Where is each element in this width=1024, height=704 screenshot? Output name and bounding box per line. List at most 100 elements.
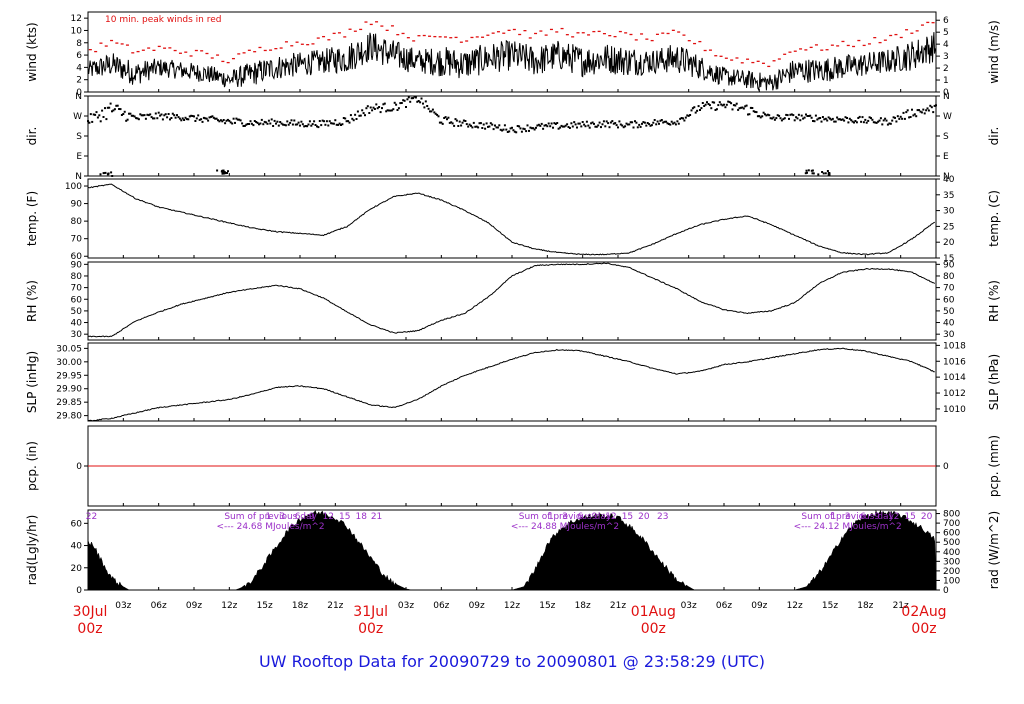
direction-dot	[519, 127, 522, 130]
direction-dot	[701, 102, 704, 104]
direction-dot	[871, 118, 874, 121]
direction-dot	[747, 113, 749, 116]
direction-dot	[550, 122, 553, 125]
sun-hour-label: 9	[309, 512, 315, 522]
direction-dot	[804, 172, 807, 175]
direction-dot	[361, 109, 364, 112]
direction-dot	[443, 117, 446, 119]
direction-dot	[120, 114, 123, 116]
direction-dot	[358, 114, 361, 117]
direction-dot	[707, 103, 710, 105]
direction-dot	[761, 115, 764, 118]
direction-dot	[242, 125, 245, 127]
direction-dot	[383, 102, 386, 105]
direction-dot	[434, 112, 437, 115]
direction-dot	[146, 113, 149, 116]
hour-tick-label: 09z	[469, 601, 485, 611]
direction-dot	[217, 119, 219, 122]
direction-dot	[482, 123, 485, 126]
direction-dot	[407, 96, 410, 99]
ytick-label-right-wind: 3	[943, 52, 949, 62]
direction-dot	[838, 118, 841, 121]
direction-dot	[817, 117, 820, 120]
ylabel-left-rh: RH (%)	[25, 280, 39, 322]
direction-dot	[143, 114, 146, 117]
direction-dot	[618, 120, 621, 123]
hour-tick-label: 03z	[115, 601, 131, 611]
direction-dot	[597, 124, 600, 127]
direction-dot	[99, 120, 102, 123]
panel-rad: rad(Lgly/hr) rad (W/m^2)02040600100200300…	[25, 509, 1001, 596]
direction-dot	[241, 122, 244, 125]
direction-dot	[207, 119, 210, 122]
direction-dot	[877, 120, 880, 123]
direction-dot	[786, 114, 789, 117]
direction-dot	[713, 101, 716, 104]
direction-dot	[337, 123, 340, 126]
series-radiation-area	[87, 509, 937, 591]
ytick-label-left-rh: 30	[71, 330, 83, 340]
direction-dot	[903, 117, 906, 120]
direction-dot	[882, 119, 885, 122]
direction-dot	[658, 122, 660, 125]
direction-dot	[485, 122, 488, 125]
direction-dot	[371, 109, 374, 112]
direction-dot	[123, 110, 126, 113]
ytick-label-left-rh: 80	[71, 272, 83, 282]
direction-dot	[894, 116, 896, 119]
direction-dot	[730, 102, 733, 105]
direction-dot	[625, 122, 628, 125]
direction-dot	[843, 119, 846, 122]
direction-dot	[686, 114, 689, 117]
direction-dot	[834, 120, 837, 123]
direction-dot	[460, 124, 463, 127]
sun-hour-label: 15	[622, 512, 633, 522]
direction-dot	[574, 123, 577, 126]
hour-tick-label: 18z	[292, 601, 308, 611]
direction-dot	[321, 119, 324, 122]
direction-dot	[342, 117, 345, 119]
direction-dot	[424, 100, 427, 103]
direction-dot	[347, 120, 350, 123]
ytick-label-right-slp: 1010	[943, 405, 966, 415]
direction-dot	[219, 119, 222, 122]
direction-dot	[156, 117, 159, 120]
ytick-label-left-rh: 60	[71, 295, 83, 305]
direction-dot	[160, 113, 163, 116]
direction-dot	[188, 115, 191, 118]
direction-dot	[101, 109, 104, 112]
sun-hour-label: 23	[657, 512, 668, 522]
direction-dot	[111, 110, 113, 113]
hour-tick-label: 03z	[398, 601, 414, 611]
direction-dot	[144, 117, 147, 120]
direction-dot	[639, 125, 642, 128]
ytick-label-right-wind: 5	[943, 28, 949, 38]
direction-dot	[412, 97, 415, 100]
direction-dot	[689, 114, 692, 116]
ytick-label-left-wind: 2	[76, 76, 82, 86]
ytick-label-left-temp: 60	[71, 252, 83, 262]
direction-dot	[461, 121, 464, 124]
direction-dot	[811, 169, 814, 172]
day-date-label: 02Aug	[901, 604, 946, 620]
direction-dot	[111, 175, 114, 177]
hour-tick-label: 15z	[257, 601, 273, 611]
direction-dot	[436, 113, 439, 116]
direction-dot	[444, 116, 447, 119]
direction-dot	[755, 111, 758, 114]
direction-dot	[484, 127, 487, 130]
direction-dot	[614, 122, 617, 125]
direction-dot	[426, 105, 429, 107]
direction-dot	[351, 117, 354, 120]
direction-dot	[427, 107, 430, 110]
direction-dot	[806, 171, 808, 174]
ytick-label-left-pcp: 0	[76, 462, 82, 472]
direction-dot	[183, 119, 186, 121]
direction-dot	[447, 116, 450, 119]
direction-dot	[906, 109, 909, 112]
ytick-label-left-wind: 4	[76, 63, 82, 73]
ytick-label-right-rad: 0	[943, 586, 949, 596]
direction-dot	[766, 113, 769, 116]
direction-dot	[557, 127, 560, 130]
direction-dot	[932, 111, 935, 114]
